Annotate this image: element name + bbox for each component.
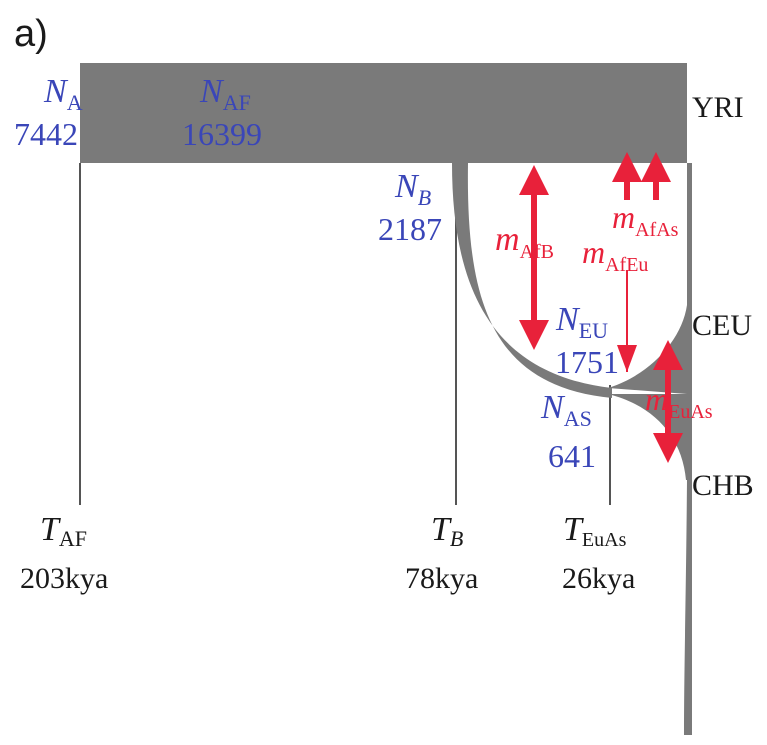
african-population-band — [80, 63, 687, 163]
size-value-nb: 2187 — [378, 211, 442, 247]
size-label-nb: NB — [394, 168, 431, 210]
time-value-teuas: 26kya — [562, 562, 635, 595]
population-label-ceu: CEU — [692, 309, 752, 342]
size-value-nas: 641 — [548, 438, 596, 474]
time-label-taf: TAF — [40, 511, 87, 551]
migration-label-afeu: mAfEu — [582, 234, 648, 276]
migration-arrowhead-afeu-down — [617, 345, 637, 372]
time-value-tb: 78kya — [405, 562, 478, 595]
size-label-neu: NEU — [555, 301, 608, 343]
panel-label: a) — [14, 13, 48, 55]
population-label-chb: CHB — [692, 469, 754, 502]
population-label-yri: YRI — [692, 91, 744, 124]
yri-branch-tail — [684, 163, 692, 735]
time-value-taf: 203kya — [20, 562, 108, 595]
size-value-neu: 1751 — [555, 344, 619, 380]
size-label-na: NA — [43, 73, 83, 115]
size-label-naf: NAF — [199, 73, 251, 115]
size-value-naf: 16399 — [182, 116, 262, 152]
time-label-teuas: TEuAs — [563, 511, 627, 551]
migration-label-afb: mAfB — [495, 221, 554, 263]
size-value-na: 7442 — [14, 116, 78, 152]
migration-label-euas: mEuAs — [645, 381, 713, 423]
migration-label-afas: mAfAs — [612, 199, 679, 241]
time-label-tb: TB — [431, 511, 463, 551]
size-label-nas: NAS — [540, 389, 592, 431]
